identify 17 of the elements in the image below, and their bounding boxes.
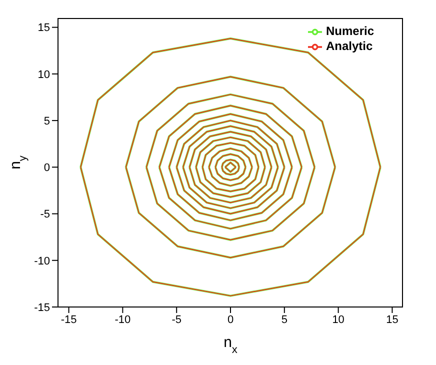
x-tick-label: 5	[281, 314, 288, 326]
x-tick-label: -5	[172, 314, 182, 326]
legend-label: Numeric	[326, 24, 374, 38]
y-tick-label: -15	[34, 302, 50, 314]
y-tick-label: -10	[34, 255, 50, 268]
y-tick-label: 5	[44, 115, 50, 128]
x-tick-label: -10	[114, 314, 131, 326]
x-axis-title: n$_{x}$	[224, 334, 238, 356]
y-tick-label: -5	[40, 208, 50, 221]
x-tick-label: -15	[60, 314, 77, 326]
legend-label: Analytic	[326, 38, 373, 53]
y-tick-label: 15	[38, 22, 50, 34]
x-tick-label: 15	[386, 314, 398, 326]
x-tick-label: 0	[227, 314, 234, 326]
y-tick-label: 0	[44, 162, 50, 174]
y-tick-label: 10	[38, 68, 50, 81]
x-tick-label: 10	[332, 314, 344, 326]
